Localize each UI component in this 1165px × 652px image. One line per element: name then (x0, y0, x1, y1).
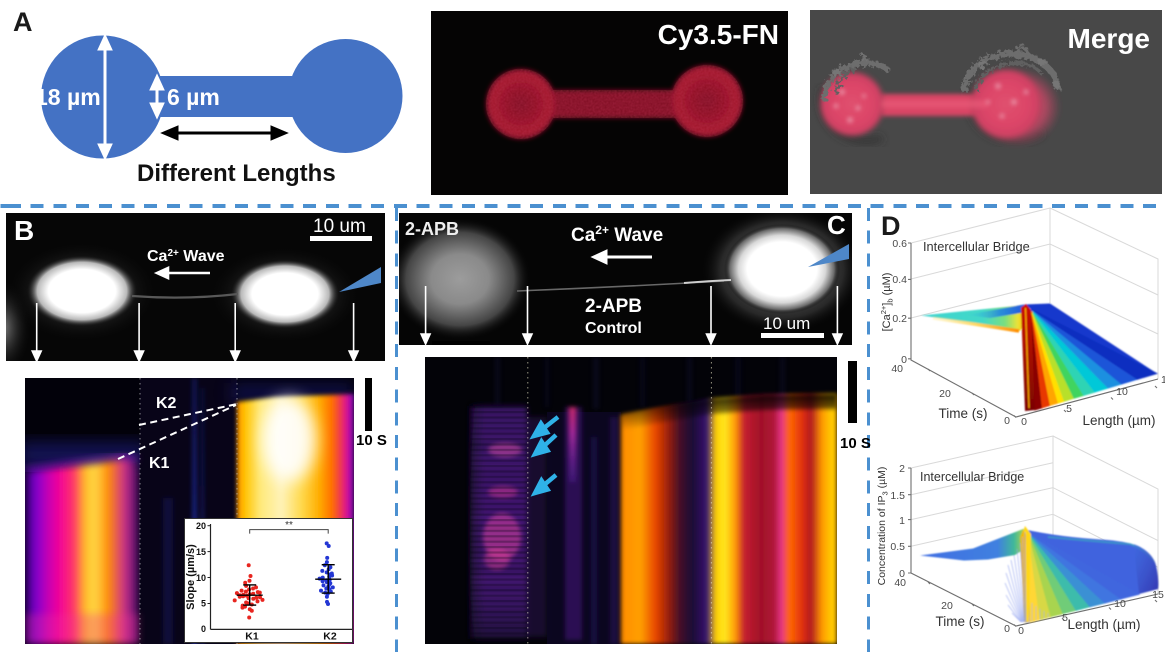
svg-text:Different Lengths: Different Lengths (137, 160, 336, 187)
svg-text:Cy3.5-FN: Cy3.5-FN (658, 19, 779, 50)
svg-text:10: 10 (196, 573, 206, 583)
svg-text:40: 40 (894, 577, 906, 589)
svg-text:0: 0 (1021, 416, 1027, 428)
svg-text:1: 1 (899, 515, 905, 527)
svg-text:Control: Control (585, 320, 642, 337)
svg-text:Length (µm): Length (µm) (1067, 617, 1140, 632)
svg-text:Time (s): Time (s) (936, 614, 985, 629)
svg-text:Intercellular Bridge: Intercellular Bridge (920, 470, 1024, 484)
svg-text:Length (µm): Length (µm) (1082, 413, 1155, 428)
svg-text:2-APB: 2-APB (405, 219, 459, 239)
svg-text:40: 40 (891, 363, 903, 375)
svg-text:Ca2+ Wave: Ca2+ Wave (571, 223, 663, 246)
svg-text:Ca2+ Wave: Ca2+ Wave (147, 248, 225, 266)
svg-text:5: 5 (1066, 403, 1072, 415)
svg-text:K1: K1 (149, 455, 170, 472)
svg-text:15: 15 (1152, 589, 1164, 601)
svg-text:K1: K1 (245, 631, 259, 643)
svg-text:B: B (14, 215, 34, 246)
svg-text:10 um: 10 um (763, 314, 810, 333)
svg-text:A: A (13, 7, 33, 37)
svg-text:0.5: 0.5 (890, 541, 905, 553)
svg-text:0: 0 (899, 568, 905, 580)
svg-text:Concentration of IP3 (µM): Concentration of IP3 (µM) (876, 467, 890, 586)
svg-text:0.4: 0.4 (892, 274, 907, 286)
svg-text:0.2: 0.2 (892, 313, 907, 325)
svg-text:0: 0 (201, 624, 206, 634)
svg-text:6 µm: 6 µm (167, 84, 220, 110)
svg-text:15: 15 (196, 547, 206, 557)
svg-text:5: 5 (1062, 612, 1068, 624)
svg-text:10: 10 (1116, 386, 1128, 398)
svg-text:0: 0 (1018, 625, 1024, 637)
svg-text:D: D (881, 211, 901, 241)
svg-text:10: 10 (1114, 598, 1126, 610)
svg-text:0.6: 0.6 (892, 238, 907, 250)
svg-text:18 µm: 18 µm (35, 84, 101, 110)
svg-text:Time (s): Time (s) (939, 406, 988, 421)
svg-text:20: 20 (941, 600, 953, 612)
svg-text:0: 0 (901, 354, 907, 366)
svg-text:5: 5 (201, 599, 206, 609)
svg-text:2-APB: 2-APB (585, 296, 642, 317)
svg-text:2: 2 (899, 463, 905, 475)
svg-text:Slope (µm/s): Slope (µm/s) (185, 544, 197, 610)
svg-text:Merge: Merge (1068, 23, 1150, 54)
svg-text:1.5: 1.5 (890, 490, 905, 502)
svg-text:**: ** (285, 520, 293, 531)
svg-text:Intercellular Bridge: Intercellular Bridge (923, 239, 1030, 254)
svg-text:0: 0 (1004, 415, 1010, 427)
svg-text:1: 1 (1161, 374, 1165, 386)
svg-text:20: 20 (939, 388, 951, 400)
svg-text:10 um: 10 um (313, 216, 366, 237)
svg-text:K2: K2 (323, 631, 337, 643)
svg-text:K2: K2 (156, 395, 177, 412)
svg-text:[Ca2+]b (µM): [Ca2+]b (µM) (879, 273, 895, 332)
svg-text:0: 0 (1004, 623, 1010, 635)
svg-text:20: 20 (196, 521, 206, 531)
svg-text:C: C (827, 213, 846, 240)
